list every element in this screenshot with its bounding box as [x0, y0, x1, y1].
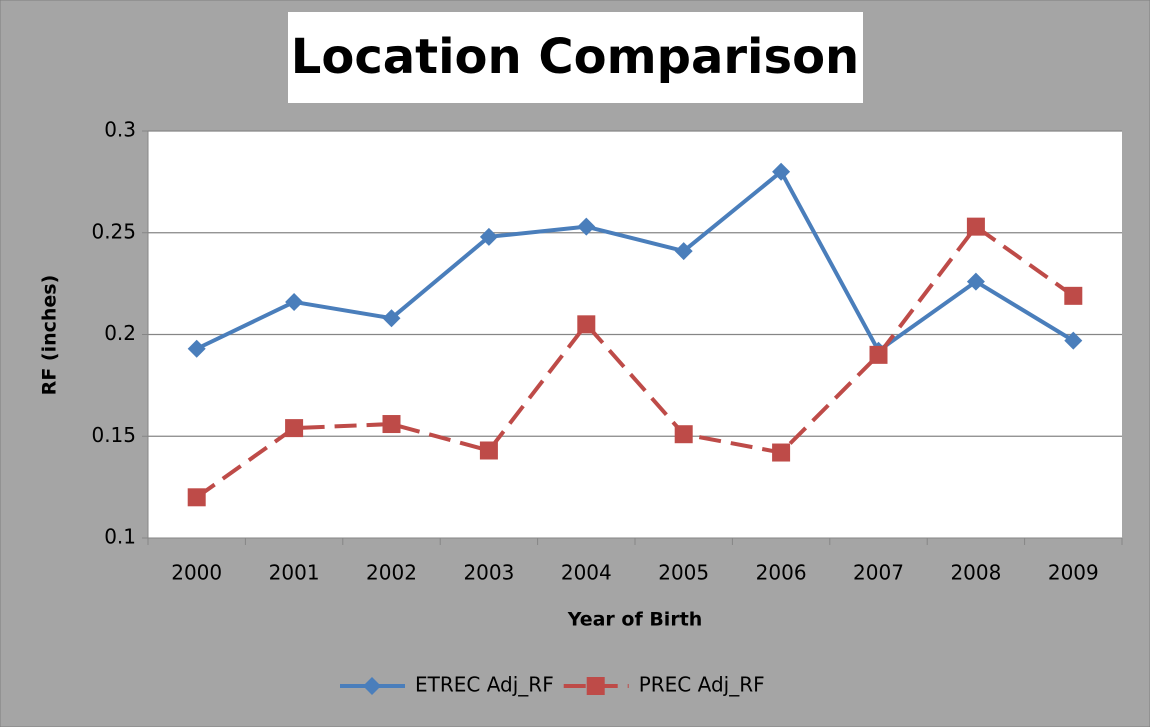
legend-marker	[586, 677, 605, 695]
point	[382, 415, 401, 434]
legend-label: ETREC Adj_RF	[415, 673, 554, 697]
x-tick-label: 2001	[269, 561, 320, 585]
x-tick-label: 2006	[756, 561, 807, 585]
chart-title: Location Comparison	[291, 29, 859, 85]
point	[577, 217, 596, 236]
x-tick-label: 2005	[658, 561, 709, 585]
y-axis-title: RF (inches)	[39, 275, 61, 396]
series-line	[195, 169, 1075, 353]
series-line	[195, 224, 1075, 499]
point	[674, 242, 693, 261]
point	[285, 419, 304, 438]
x-tick-label: 2009	[1048, 561, 1099, 585]
title-box	[288, 12, 863, 103]
point	[772, 443, 791, 462]
x-tick-label: 2008	[950, 561, 1001, 585]
x-tick-label: 2002	[366, 561, 417, 585]
point	[479, 227, 498, 246]
x-axis-title: Year of Birth	[567, 609, 703, 631]
legend-marker	[363, 677, 381, 695]
point	[479, 441, 498, 460]
point	[187, 339, 206, 358]
point	[577, 315, 596, 334]
x-tick-label: 2004	[561, 561, 612, 585]
point	[382, 309, 401, 328]
point	[772, 162, 791, 181]
y-tick-label: 0.3	[104, 118, 136, 142]
point	[966, 217, 985, 236]
point	[187, 488, 206, 507]
y-tick-label: 0.25	[91, 219, 136, 243]
point	[1064, 331, 1083, 350]
x-tick-label: 2003	[463, 561, 514, 585]
point	[285, 292, 304, 311]
y-tick-label: 0.15	[91, 423, 136, 447]
point	[869, 345, 888, 364]
point	[966, 272, 985, 291]
point	[1064, 286, 1083, 305]
point	[674, 425, 693, 444]
y-tick-label: 0.1	[104, 525, 136, 549]
x-tick-label: 2000	[171, 561, 222, 585]
x-tick-label: 2007	[853, 561, 904, 585]
legend-label: PREC Adj_RF	[639, 673, 765, 697]
y-tick-label: 0.2	[104, 321, 136, 345]
